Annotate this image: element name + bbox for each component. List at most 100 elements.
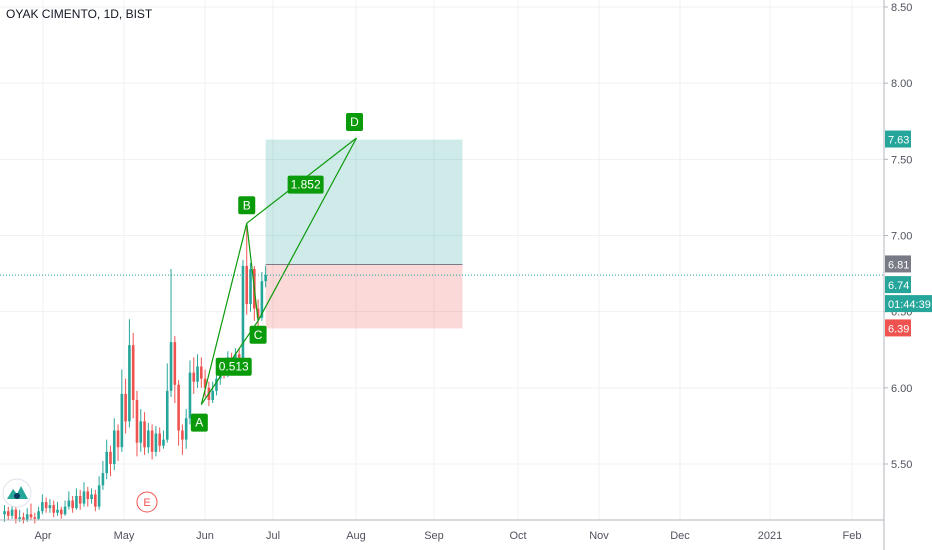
candle-body — [82, 491, 86, 504]
harmonic-pattern[interactable]: A B C D 0.513 1.852 — [190, 113, 364, 432]
price-tick-label: 5.50 — [891, 459, 912, 471]
candle-body — [3, 511, 6, 515]
candle-body — [6, 511, 10, 516]
candle-body — [29, 514, 33, 518]
price-tag-stop-bg — [885, 319, 911, 337]
time-tick-label: Apr — [34, 530, 51, 542]
candle-body — [200, 366, 203, 379]
time-tick-label: Dec — [670, 530, 690, 542]
candle-body — [173, 342, 177, 385]
profit-zone — [265, 139, 463, 265]
candle-body — [37, 511, 40, 519]
time-tick-label: Nov — [589, 530, 609, 542]
price-tag-last-bg — [885, 276, 911, 294]
price-tag-stop: 6.39 — [888, 323, 909, 335]
time-tick-label: 2021 — [758, 530, 782, 542]
candle-body — [25, 514, 29, 521]
candle-body — [86, 491, 90, 500]
candle-body — [184, 418, 188, 440]
candle-body — [215, 378, 218, 391]
price-tag-target-bg — [885, 130, 911, 148]
candle-body — [105, 451, 108, 474]
candle-body — [94, 494, 97, 507]
candle-body — [128, 345, 131, 422]
price-tag-timer: 01:44:39 — [888, 299, 931, 311]
time-axis[interactable]: Apr May Jun Jul Aug Sep Oct Nov Dec 2021 Feb — [0, 519, 884, 542]
pattern-point-b-bg — [238, 196, 256, 215]
time-tick-label: Jun — [196, 530, 214, 542]
candle-body — [101, 473, 105, 486]
price-tag-timer-bg — [885, 295, 932, 313]
pattern-leg-bc — [246, 223, 259, 321]
price-tag-entry-bg — [885, 255, 911, 273]
candle-body — [192, 372, 196, 382]
pattern-point-a-bg — [190, 413, 208, 432]
candle-body — [196, 366, 199, 382]
price-tick-label: 8.50 — [891, 2, 912, 14]
time-tick-label: Feb — [843, 530, 862, 542]
candle-body — [177, 384, 180, 431]
candle-body — [181, 430, 184, 440]
time-tick-label: Aug — [346, 530, 366, 542]
loss-zone — [265, 264, 463, 329]
price-axis[interactable]: 8.508.007.507.006.506.005.507.636.816.74… — [883, 0, 932, 550]
candle-body — [139, 421, 143, 443]
candle-body — [14, 509, 18, 519]
candle-body — [120, 393, 124, 448]
price-tick-label: 8.00 — [891, 78, 912, 90]
chart-grid — [0, 0, 884, 520]
candle-body — [165, 390, 169, 440]
logo-icon — [7, 486, 28, 499]
candle-body — [124, 393, 127, 422]
pattern-ratio-label-bg — [215, 357, 252, 376]
price-tick-label: 6.00 — [891, 383, 912, 395]
candle-body — [63, 506, 67, 515]
candle-body — [48, 505, 52, 509]
candle-body — [112, 430, 116, 464]
candle-body — [97, 485, 101, 507]
logo-dot — [14, 493, 20, 499]
candle-body — [154, 433, 158, 452]
candle-body — [78, 495, 82, 504]
candle-body — [10, 509, 14, 516]
time-tick-label: May — [114, 530, 135, 542]
time-tick-label: Sep — [424, 530, 444, 542]
time-tick-label: Jul — [266, 530, 280, 542]
candle-body — [22, 517, 25, 521]
symbol-label: OYAK CIMENTO, 1D, BIST — [6, 7, 153, 21]
candle-body — [59, 509, 63, 515]
price-tag-entry: 6.81 — [888, 259, 909, 271]
candles — [3, 223, 267, 524]
position-zones — [265, 139, 463, 329]
candle-body — [135, 400, 139, 443]
candle-body — [241, 265, 245, 361]
candle-body — [90, 494, 93, 500]
candle-body — [18, 517, 21, 519]
candle-body — [33, 517, 37, 519]
time-tick-label: Oct — [509, 530, 526, 542]
candle-body — [203, 378, 207, 388]
candle-body — [147, 430, 150, 448]
candle-body — [44, 502, 48, 509]
pattern-point-d-bg — [346, 113, 364, 132]
pattern-leg-cd — [257, 137, 358, 322]
earnings-marker-label: E — [143, 497, 150, 509]
pattern-point-d: D — [350, 115, 359, 129]
candle-body — [143, 421, 146, 448]
candle-body — [162, 439, 165, 446]
price-tag-target: 7.63 — [888, 135, 909, 147]
pattern-ratio-label-bg — [287, 175, 324, 194]
candle-body — [260, 281, 264, 318]
pattern-point-a: A — [195, 416, 203, 430]
candle-body — [245, 265, 249, 305]
candle-body — [75, 495, 78, 509]
earnings-marker-icon — [136, 491, 158, 513]
candle-body — [67, 500, 71, 507]
pattern-point-c-bg — [249, 325, 267, 344]
candle-body — [249, 269, 252, 305]
price-tag-last: 6.74 — [888, 280, 909, 292]
candle-body — [41, 502, 44, 512]
candle-body — [150, 430, 154, 452]
candle-body — [256, 308, 260, 318]
